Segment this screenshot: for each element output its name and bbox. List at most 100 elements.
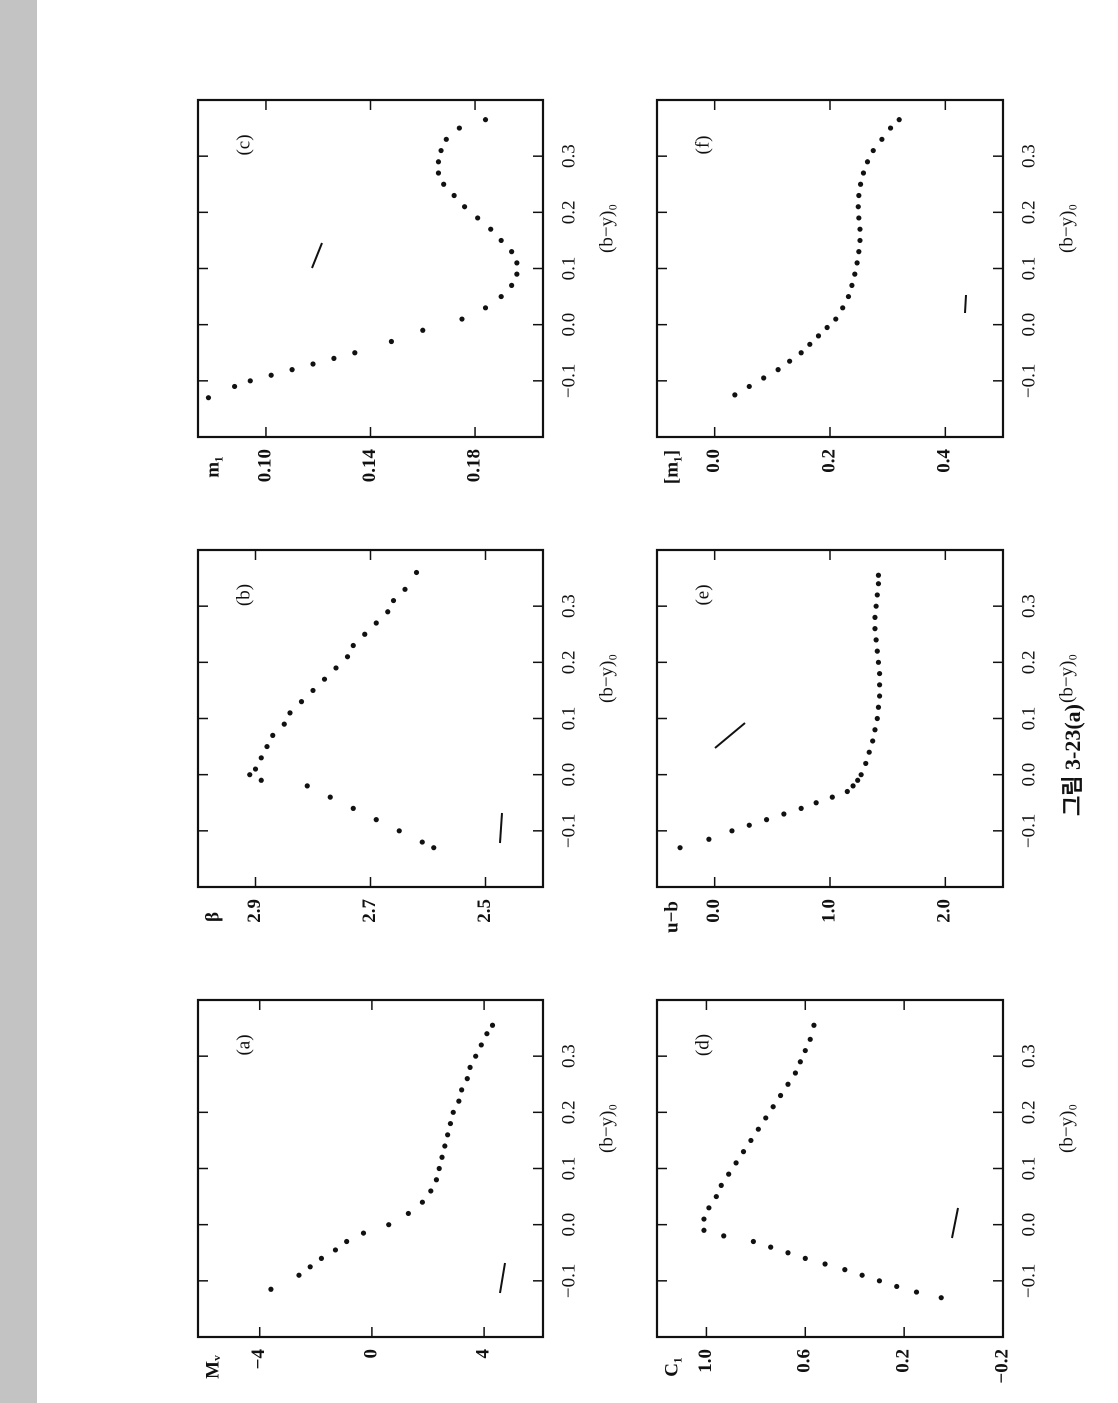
data-point <box>856 192 862 199</box>
x-tick-label: 0.3 <box>558 1044 579 1068</box>
x-tick-label: −0.1 <box>1018 364 1039 398</box>
data-point <box>706 1205 712 1211</box>
data-point <box>385 609 391 615</box>
data-point <box>304 783 310 789</box>
x-axis-label: (b−y)₀ <box>596 654 617 703</box>
data-point <box>419 839 425 845</box>
data-point <box>874 648 880 654</box>
x-tick-label: 0.1 <box>1018 707 1039 731</box>
data-point <box>405 1210 411 1217</box>
y-tick-label: 4 <box>472 1349 493 1359</box>
data-point <box>445 1132 451 1138</box>
x-tick-label: 0.0 <box>1018 313 1039 337</box>
data-point <box>388 338 395 345</box>
data-point <box>298 699 305 705</box>
y-axis-label: u−b <box>661 901 682 933</box>
x-tick-label: 0.1 <box>1018 1157 1039 1181</box>
data-point <box>852 271 858 277</box>
data-point <box>321 676 328 682</box>
x-tick-label: 0.2 <box>1018 1100 1039 1124</box>
data-point <box>858 772 864 778</box>
data-point <box>488 226 494 232</box>
x-tick-label: 0.0 <box>558 313 579 337</box>
data-point <box>489 1022 496 1028</box>
data-point <box>811 1022 817 1028</box>
data-point <box>509 249 515 255</box>
x-tick-label: −0.1 <box>558 364 579 398</box>
data-point <box>872 626 878 632</box>
data-point <box>456 125 462 131</box>
y-tick-label: 1.0 <box>695 1349 716 1373</box>
y-axis-label: C₁ <box>661 1357 682 1376</box>
data-point <box>482 117 489 123</box>
x-tick-label: 0.2 <box>558 650 579 674</box>
data-point <box>447 1120 454 1127</box>
panel-label: (c) <box>233 134 254 155</box>
x-tick-label: 0.3 <box>558 594 579 618</box>
data-point <box>373 816 379 823</box>
data-point <box>435 170 442 176</box>
data-point <box>332 1247 339 1253</box>
x-tick-label: 0.1 <box>558 1157 579 1181</box>
data-point <box>270 732 276 738</box>
data-point <box>438 147 444 154</box>
y-axis-label: m₁ <box>202 456 223 478</box>
x-tick-label: 0.1 <box>558 707 579 731</box>
data-point <box>748 1137 754 1144</box>
data-point <box>331 355 337 361</box>
data-point <box>344 1238 350 1245</box>
data-point <box>872 727 878 733</box>
data-point <box>318 1255 325 1261</box>
data-point <box>913 1289 920 1295</box>
data-point <box>785 1081 791 1087</box>
data-point <box>310 361 316 367</box>
data-point <box>677 845 683 851</box>
data-point <box>866 749 872 755</box>
data-point <box>763 816 770 823</box>
x-tick-label: 0.0 <box>558 1213 579 1237</box>
data-point <box>258 755 264 761</box>
x-tick-label: 0.3 <box>558 144 579 168</box>
y-tick-label: 0.18 <box>463 449 484 482</box>
data-point <box>258 777 264 783</box>
data-point <box>701 1216 707 1222</box>
x-tick-label: 0.0 <box>1018 1213 1039 1237</box>
data-point <box>792 1070 799 1076</box>
data-point <box>333 665 339 671</box>
data-point <box>350 805 356 811</box>
data-point <box>419 1199 425 1205</box>
data-point <box>855 777 861 783</box>
data-point <box>824 324 830 331</box>
data-point <box>857 181 864 187</box>
data-point <box>870 147 876 154</box>
y-tick-label: 0.2 <box>818 449 839 473</box>
x-tick-label: 0.2 <box>558 1100 579 1124</box>
x-axis-label: (b−y)₀ <box>596 1104 617 1153</box>
data-point <box>281 721 287 727</box>
data-point <box>706 836 712 842</box>
data-point <box>713 1193 719 1200</box>
data-point <box>327 794 333 800</box>
y-tick-label: 0.6 <box>794 1349 815 1373</box>
data-point <box>746 383 752 390</box>
data-point <box>252 766 259 772</box>
data-point <box>763 1115 769 1121</box>
rotated-figure: 그림 3-23(a) −0.1 0.0 0.1 0.2 0.3 −4 0 4 Mᵥ (b−y)₀ (… <box>196 98 1085 1384</box>
data-point <box>443 136 449 142</box>
data-point <box>439 1154 445 1160</box>
data-point <box>373 620 379 626</box>
y-tick-label: 0.4 <box>934 449 955 473</box>
x-tick-label: −0.1 <box>558 1264 579 1298</box>
data-point <box>859 1272 865 1278</box>
data-point <box>362 631 368 637</box>
data-point <box>787 358 793 364</box>
data-point <box>894 1283 900 1290</box>
data-point <box>785 1250 791 1256</box>
data-point <box>350 642 356 649</box>
y-tick-label: 2.7 <box>359 899 380 923</box>
data-point <box>770 1104 776 1110</box>
y-tick-label: 0.10 <box>254 449 275 482</box>
data-point <box>396 828 402 834</box>
data-point <box>746 822 752 828</box>
